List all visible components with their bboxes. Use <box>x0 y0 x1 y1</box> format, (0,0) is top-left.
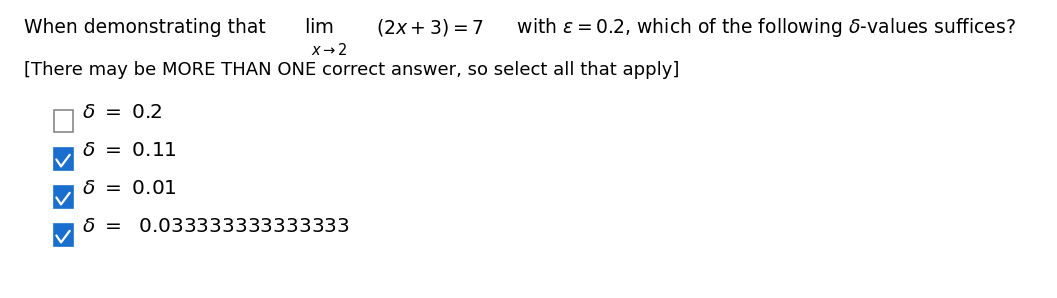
Text: $\delta$ $=$ 0.01: $\delta$ $=$ 0.01 <box>82 179 177 198</box>
Text: $\lim$: $\lim$ <box>304 18 334 37</box>
Text: $\delta$ $=$ 0.11: $\delta$ $=$ 0.11 <box>82 142 177 161</box>
Text: with $\varepsilon = 0.2$, which of the following $\delta$-values suffices?: with $\varepsilon = 0.2$, which of the f… <box>512 16 1016 39</box>
FancyBboxPatch shape <box>54 110 73 132</box>
FancyBboxPatch shape <box>54 186 73 208</box>
Text: $(2x+3) = 7$: $(2x+3) = 7$ <box>375 16 483 38</box>
Text: When demonstrating that: When demonstrating that <box>24 18 266 37</box>
FancyBboxPatch shape <box>54 148 73 170</box>
Text: $\delta$ $=$  0.033333333333333: $\delta$ $=$ 0.033333333333333 <box>82 218 350 237</box>
Text: $x \rightarrow 2$: $x \rightarrow 2$ <box>311 42 348 58</box>
Text: [There may be MORE THAN ONE correct answer, so select all that apply]: [There may be MORE THAN ONE correct answ… <box>24 61 680 79</box>
FancyBboxPatch shape <box>54 224 73 246</box>
Text: $\delta$ $=$ 0.2: $\delta$ $=$ 0.2 <box>82 103 163 122</box>
